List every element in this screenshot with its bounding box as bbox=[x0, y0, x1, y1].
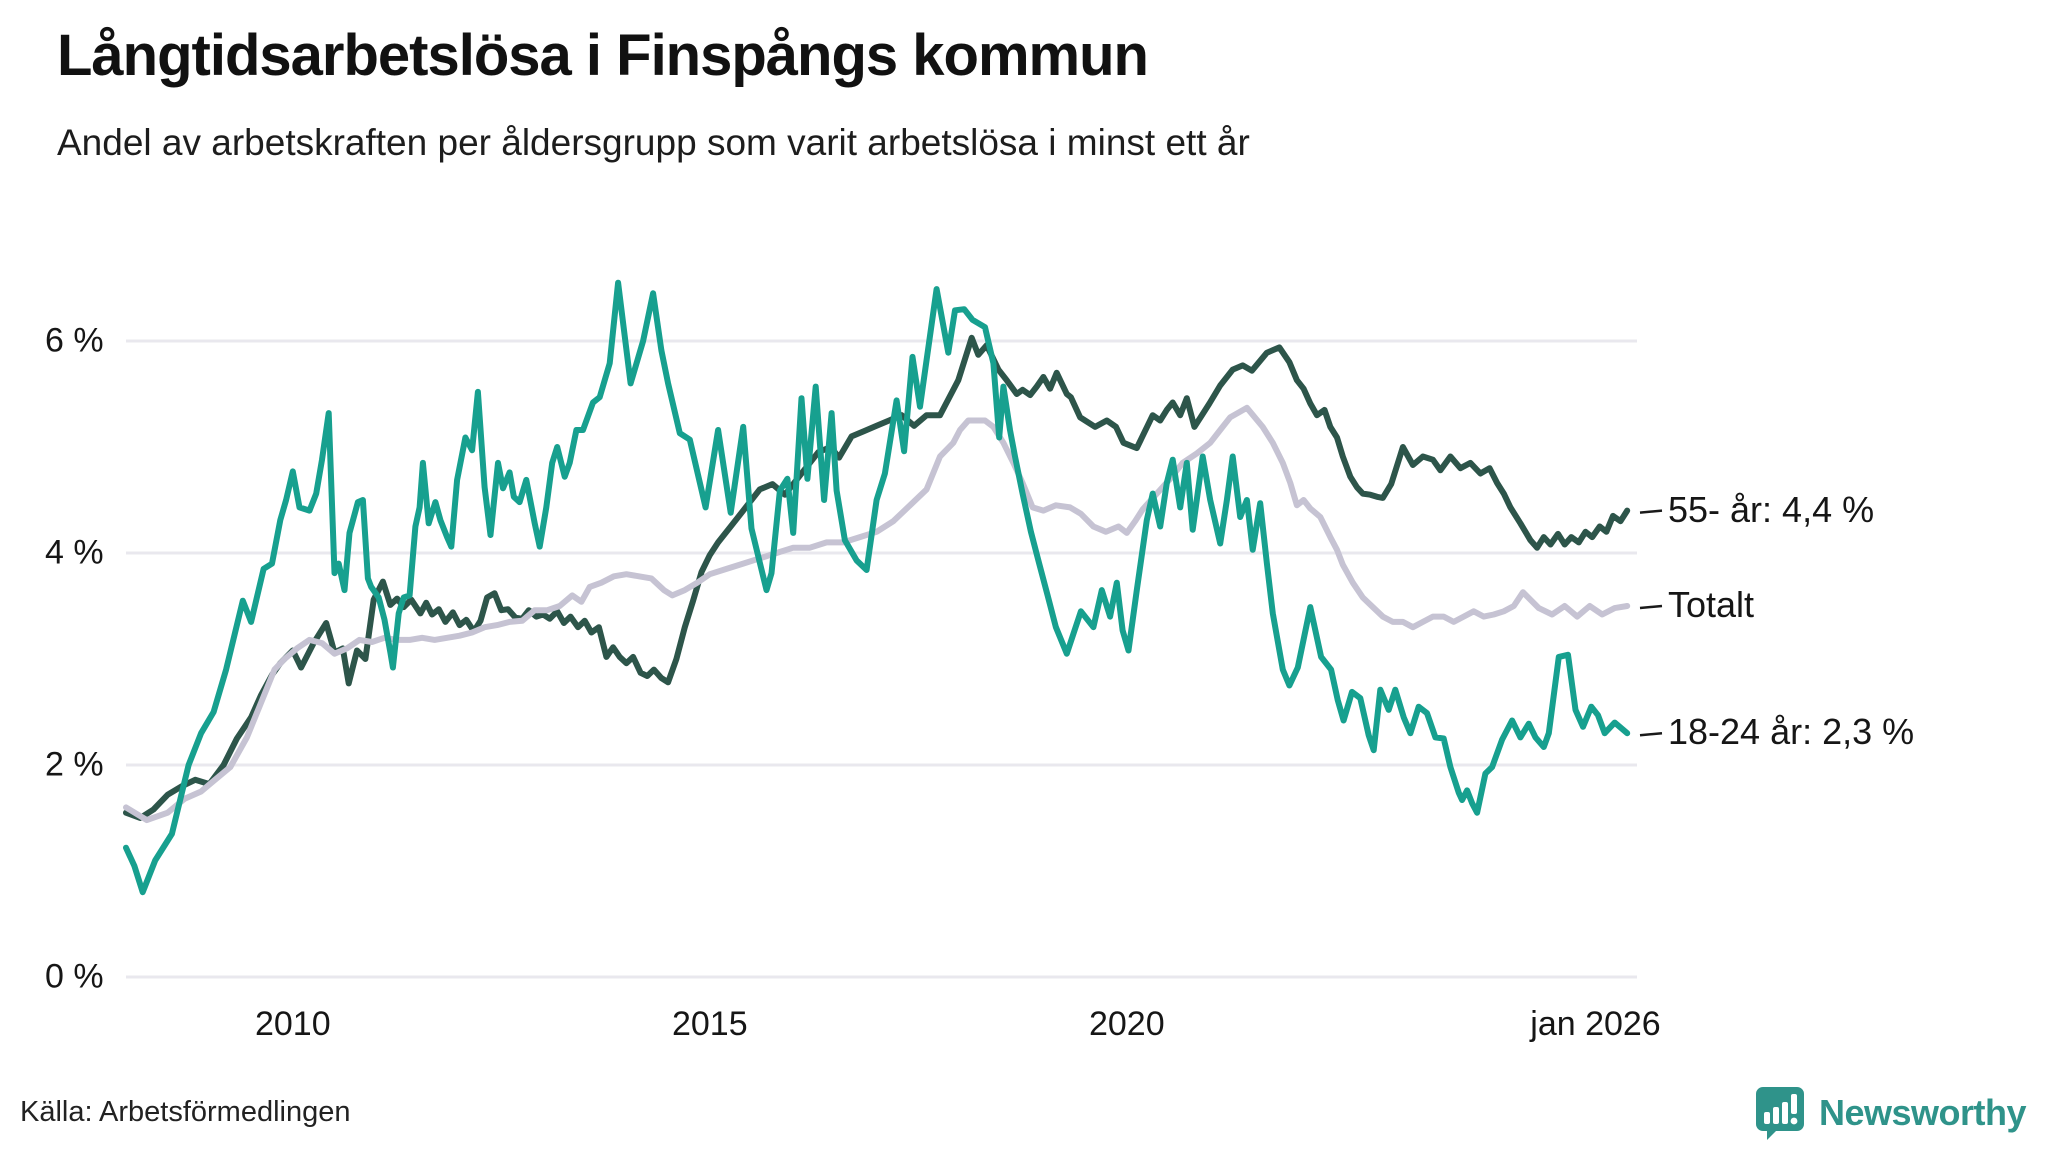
x-tick-2015: 2015 bbox=[671, 1005, 748, 1043]
series-line-totalt bbox=[123, 404, 1631, 824]
series-label-18-24-ar: 18-24 år: 2,3 % bbox=[1668, 711, 1915, 753]
leader-dash-55-r bbox=[1639, 509, 1663, 514]
y-tick-4: 4 % bbox=[45, 533, 104, 572]
page-subtitle: Andel av arbetskraften per åldersgrupp s… bbox=[57, 122, 1250, 163]
x-tick-2020: 2020 bbox=[1088, 1005, 1165, 1043]
series-line-55-r bbox=[123, 334, 1631, 821]
x-tick-2010: 2010 bbox=[254, 1005, 331, 1043]
series-line-18-24-r bbox=[123, 279, 1631, 896]
leader-dash-18-24-r bbox=[1639, 731, 1663, 737]
page-title: Långtidsarbetslösa i Finspångs kommun bbox=[57, 23, 1149, 88]
series-label-55-ar: 55- år: 4,4 % bbox=[1668, 488, 1875, 530]
source-note: Källa: Arbetsförmedlingen bbox=[20, 1096, 351, 1128]
newsworthy-logo: Newsworthy bbox=[1755, 1086, 2027, 1140]
y-tick-2: 2 % bbox=[45, 745, 104, 784]
x-tick-jan-2026: jan 2026 bbox=[1530, 1005, 1661, 1043]
leader-dash-totalt bbox=[1639, 604, 1663, 610]
newsworthy-bars-speech-bubble-icon bbox=[1755, 1087, 1804, 1140]
newsworthy-logo-text: Newsworthy bbox=[1818, 1092, 2027, 1133]
y-tick-6: 6 % bbox=[45, 321, 104, 360]
series-label-totalt: Totalt bbox=[1668, 584, 1755, 626]
y-tick-0: 0 % bbox=[45, 957, 104, 996]
